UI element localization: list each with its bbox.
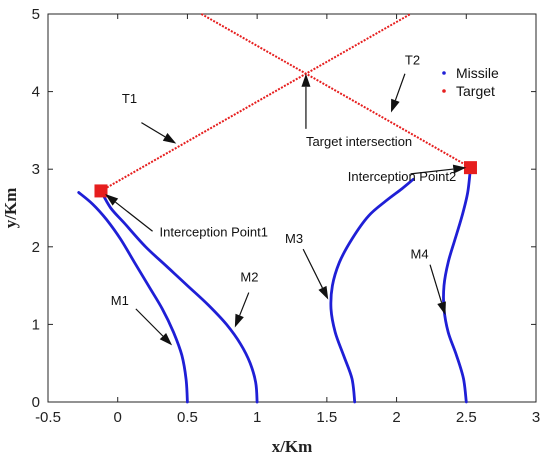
annotation-arrow-head	[318, 285, 329, 300]
annotation-label: T2	[405, 52, 420, 67]
x-tick-label: 0.5	[177, 409, 198, 426]
interception-point-1-marker	[94, 184, 108, 198]
legend-target-label: Target	[456, 83, 495, 99]
missile-trajectory-m3	[329, 177, 415, 404]
y-tick-label: 5	[32, 6, 40, 23]
y-axis-title: y/Km	[1, 188, 20, 229]
annotation-label: M1	[111, 293, 129, 308]
x-tick-label: -0.5	[35, 409, 61, 426]
annotation-arrow-head	[301, 73, 311, 87]
y-tick-label: 1	[32, 316, 40, 333]
x-tick-label: 1.5	[316, 409, 337, 426]
plot-area	[47, 13, 537, 403]
annotation-label: Interception Point1	[160, 225, 268, 240]
annotation-label: Interception Point2	[348, 169, 456, 184]
missile-trajectory-m4	[442, 166, 472, 404]
interception-point-2-marker	[463, 161, 477, 175]
series-layer	[77, 13, 472, 404]
interception-markers	[94, 161, 477, 198]
annotation-arrow-head	[452, 164, 467, 174]
annotation-label: M4	[411, 246, 429, 261]
annotation-arrow-shaft	[141, 122, 166, 138]
annotation-arrow-head	[162, 133, 177, 144]
annotation-label: T1	[122, 91, 137, 106]
annotation-arrow-head	[437, 301, 446, 316]
x-tick-label: 3	[532, 409, 540, 426]
annotations-layer: T1 T2 Target intersection Interception Poin…	[105, 52, 467, 346]
annotation-arrow-head	[234, 313, 244, 328]
annotation-arrow-shaft	[115, 201, 153, 232]
annotation-arrow-shaft	[394, 73, 406, 101]
x-tick-label: 2	[392, 409, 400, 426]
annotation-arrow-shaft	[239, 292, 250, 316]
annotation-arrow-shaft	[410, 168, 454, 175]
target-trajectory-t2	[200, 13, 471, 169]
legend-missile-marker	[442, 71, 446, 75]
x-tick-label: 2.5	[456, 409, 477, 426]
annotation-arrow-head	[105, 194, 119, 206]
annotation-arrow-head	[390, 98, 400, 113]
missile-trajectory-m1	[77, 191, 189, 404]
target-trajectory-t1	[100, 13, 411, 192]
y-tick-label: 2	[32, 239, 40, 256]
annotation-arrow-shaft	[429, 264, 443, 303]
legend: Missile Target	[442, 65, 499, 99]
annotation-arrow-shaft	[302, 248, 323, 289]
y-tick-label: 0	[32, 394, 40, 411]
annotation-arrow-shaft	[135, 308, 164, 337]
missile-trajectory-m2	[99, 189, 259, 404]
x-tick-label: 1	[253, 409, 261, 426]
x-tick-label: 0	[114, 409, 122, 426]
annotation-arrow-head	[159, 332, 173, 346]
legend-missile-label: Missile	[456, 65, 499, 81]
annotation-label: M2	[240, 270, 258, 285]
x-axis-title: x/Km	[272, 437, 313, 456]
annotation-label: M3	[285, 231, 303, 246]
y-tick-label: 4	[32, 84, 40, 101]
y-tick-label: 3	[32, 161, 40, 178]
legend-target-marker	[442, 89, 446, 93]
annotation-label: Target intersection	[306, 134, 412, 149]
